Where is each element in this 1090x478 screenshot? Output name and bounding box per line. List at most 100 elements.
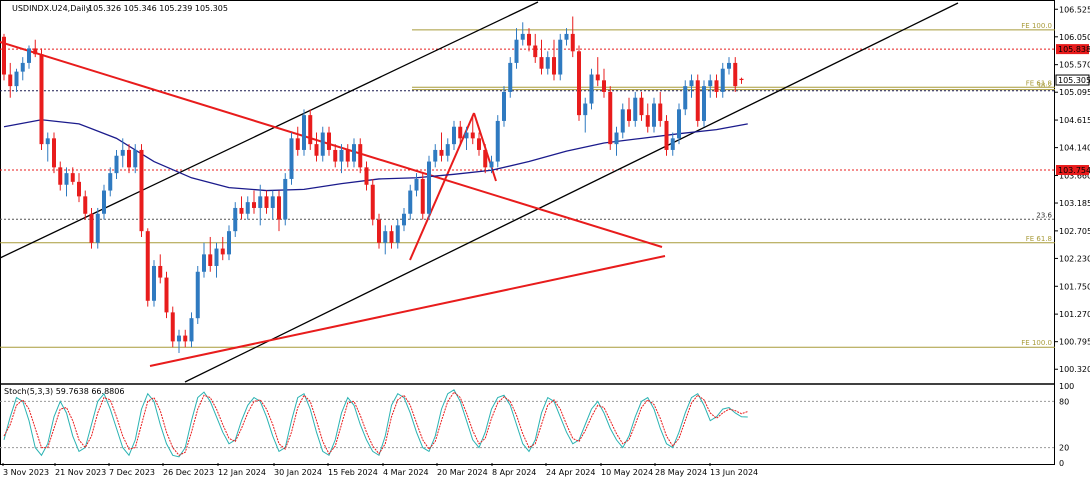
candle-body — [727, 62, 731, 69]
candle-body — [464, 132, 469, 139]
candle-body — [558, 39, 563, 75]
candle-body — [45, 138, 50, 145]
candle-body — [252, 202, 256, 208]
y-tick-label: 101.750 — [1059, 282, 1090, 291]
stoch-k-line — [3, 389, 748, 458]
candle-body — [414, 178, 419, 191]
candle-body — [339, 149, 344, 162]
candle-body — [708, 80, 713, 87]
candle-body — [389, 231, 394, 243]
candle-body — [695, 80, 700, 121]
ma-line — [3, 119, 748, 192]
candle-body — [214, 248, 219, 266]
candle-body — [152, 265, 156, 301]
y-tick-label: 104.615 — [1059, 116, 1090, 125]
x-tick-label: 10 May 2024 — [601, 468, 653, 477]
candle-body — [408, 190, 413, 214]
candle-body — [320, 132, 325, 156]
candle-body — [720, 68, 725, 92]
candle-body — [483, 149, 488, 168]
candle-body — [564, 33, 569, 40]
candle-body — [402, 213, 406, 226]
candle-body — [133, 149, 138, 168]
x-tick-label: 7 Dec 2023 — [109, 468, 155, 477]
x-tick-label: 26 Dec 2023 — [163, 468, 214, 477]
candle-body — [514, 39, 519, 63]
candle-body — [545, 57, 550, 69]
candle-body — [277, 196, 281, 220]
candle-body — [620, 109, 625, 133]
candle-body — [570, 33, 575, 52]
candle-body — [289, 138, 294, 179]
candle-body — [208, 254, 213, 266]
candle-body — [202, 254, 206, 272]
level-label: FE 61.8 — [1026, 235, 1052, 243]
stochastic-panel — [0, 389, 1055, 458]
level-label: FE 100.0 — [1021, 22, 1052, 30]
candle-body — [120, 149, 125, 156]
y-tick-label: 100.795 — [1059, 338, 1090, 347]
y-tick-label: 105.095 — [1059, 88, 1090, 97]
candle-body — [39, 54, 44, 145]
moving-average — [3, 119, 748, 192]
x-tick-label: 21 Nov 2023 — [55, 468, 106, 477]
candle-body — [352, 144, 356, 162]
candle-body — [358, 144, 363, 168]
level-label: 38.2 — [1036, 82, 1052, 90]
candle-body — [58, 167, 63, 185]
candle-body — [683, 86, 688, 110]
candle-body — [639, 97, 644, 116]
y-tick-label: 103.185 — [1059, 199, 1090, 208]
candle-body — [595, 74, 600, 81]
candle-body — [314, 144, 319, 156]
x-tick-label: 30 Jan 2024 — [274, 468, 322, 477]
candle-body — [327, 132, 331, 150]
y-tick-label: 106.050 — [1059, 33, 1090, 42]
candle-body — [145, 231, 150, 301]
candle-body — [527, 33, 531, 46]
candle-body — [470, 132, 475, 139]
red-ascending-line — [149, 255, 666, 367]
x-tick-label: 12 Jan 2024 — [218, 468, 266, 477]
x-tick-label: 13 Jun 2024 — [710, 468, 758, 477]
candle-body — [170, 312, 175, 342]
candle-body — [227, 231, 231, 255]
candle-body — [127, 149, 131, 168]
level-lines: FE 100.0FE 61.838.223.6FE 61.8FE 100.0 — [0, 22, 1055, 348]
stoch-tick-label: 0 — [1059, 459, 1064, 468]
chart-labels: USDINDX.U24,Daily 105.326 105.346 105.23… — [4, 4, 228, 396]
candle-body — [633, 97, 638, 121]
candle-body — [733, 62, 738, 87]
y-tick-label: 103.660 — [1059, 171, 1090, 180]
candle-body — [427, 161, 431, 214]
channel-lower-line — [184, 2, 959, 383]
candle-body — [495, 120, 500, 162]
candle-body — [395, 225, 400, 243]
candle-body — [220, 248, 225, 255]
trend-lines — [0, 1, 959, 383]
candle-body — [577, 51, 581, 116]
price-tag — [1055, 74, 1090, 86]
candle-body — [239, 207, 244, 214]
y-tick-label: 101.270 — [1059, 310, 1090, 319]
y-tick-label: 102.230 — [1059, 254, 1090, 263]
candle-body — [420, 178, 425, 214]
candle-body — [283, 178, 288, 220]
candle-body — [308, 115, 313, 145]
candle-body — [658, 103, 663, 121]
red-zigzag-1 — [409, 112, 475, 261]
candle-body — [183, 335, 188, 342]
x-tick-label: 8 Apr 2024 — [492, 468, 536, 477]
axes: 106.525 106.050 105.570 105.095 104.615 104.1… — [2, 5, 1090, 477]
candle-body — [552, 57, 556, 75]
candle-body — [689, 80, 694, 87]
candle-body — [95, 213, 100, 243]
chart-frame — [0, 0, 1055, 465]
candle-body — [377, 219, 381, 243]
candle-body — [70, 173, 75, 182]
candle-body — [477, 138, 481, 150]
candle-body — [77, 181, 81, 197]
price-tag — [1056, 165, 1089, 176]
candle-body — [589, 74, 594, 104]
